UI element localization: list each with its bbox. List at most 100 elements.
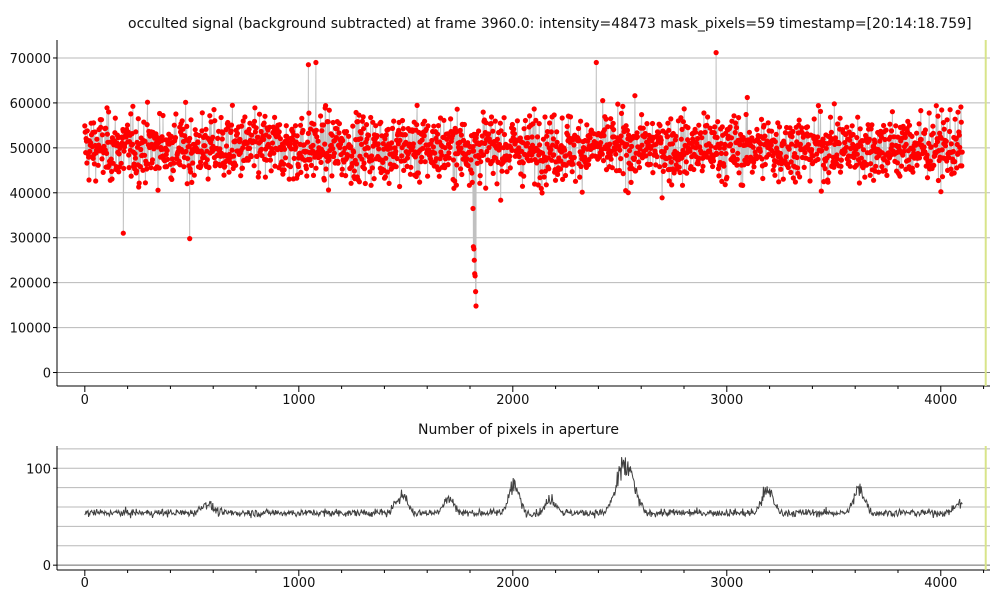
signal-point (663, 145, 669, 151)
signal-point (533, 117, 539, 123)
signal-point (441, 117, 447, 123)
signal-point (168, 133, 174, 139)
signal-point (149, 157, 156, 163)
signal-point (95, 162, 101, 168)
signal-point (343, 129, 350, 135)
signal-point (419, 137, 425, 143)
signal-point (425, 123, 431, 129)
signal-point (828, 129, 835, 135)
signal-point (948, 141, 954, 147)
signal-point (700, 163, 706, 169)
signal-point (172, 135, 179, 141)
signal-point (884, 172, 890, 178)
signal-point (254, 153, 260, 159)
signal-point (389, 140, 395, 146)
signal-point (144, 122, 150, 128)
signal-point (616, 143, 622, 149)
signal-point (736, 115, 742, 121)
signal-point (847, 137, 853, 143)
signal-point (787, 125, 793, 131)
signal-point (782, 130, 789, 136)
signal-point (788, 169, 794, 175)
signal-point (843, 144, 850, 150)
signal-point (807, 178, 813, 184)
signal-point (421, 133, 427, 139)
signal-point (676, 164, 682, 170)
signal-point (277, 122, 283, 128)
signal-point (404, 155, 411, 161)
signal-point (298, 169, 304, 175)
signal-point (366, 132, 372, 138)
signal-point (88, 140, 94, 146)
signal-point (931, 162, 937, 168)
signal-point (846, 159, 852, 165)
signal-point (156, 165, 162, 171)
signal-point (163, 151, 169, 157)
signal-point (914, 162, 920, 168)
signal-point (488, 121, 494, 127)
signal-point (560, 176, 566, 182)
signal-point (778, 166, 784, 172)
y-tick-label: 40000 (10, 187, 51, 202)
signal-point (882, 168, 888, 174)
signal-point (310, 142, 316, 148)
signal-point (772, 172, 778, 178)
signal-point (876, 169, 882, 175)
signal-point (246, 145, 253, 151)
signal-point (834, 156, 840, 162)
signal-point (188, 169, 194, 175)
signal-point (478, 159, 484, 165)
signal-point (670, 166, 676, 172)
signal-point (240, 145, 246, 151)
signal-point (446, 155, 452, 161)
signal-point (644, 121, 650, 127)
signal-point (313, 127, 319, 133)
signal-point (460, 137, 467, 143)
signal-point (636, 164, 643, 171)
signal-point (679, 182, 686, 188)
signal-point (801, 164, 807, 170)
signal-point (333, 134, 339, 141)
signal-point (959, 163, 965, 169)
signal-point (336, 130, 342, 136)
signal-point (728, 135, 735, 141)
signal-point (698, 130, 704, 136)
signal-point (579, 189, 585, 195)
signal-point (757, 148, 763, 154)
signal-point (775, 120, 781, 126)
signal-point (657, 122, 663, 129)
signal-point (369, 153, 375, 159)
signal-point (603, 116, 609, 122)
signal-point (939, 174, 946, 180)
signal-point (365, 145, 371, 151)
signal-point (957, 144, 963, 150)
signal-point (692, 129, 699, 135)
signal-point (758, 116, 765, 122)
signal-point (348, 144, 354, 150)
signal-point (762, 133, 768, 139)
signal-point (905, 118, 911, 124)
signal-point (180, 126, 186, 132)
signal-plot[interactable]: 0 10000 20000 30000 40000 50000 60000 70000 0 100… (10, 40, 990, 408)
signal-point (282, 146, 288, 152)
x-tick-label: 0 (81, 393, 89, 408)
signal-point (205, 176, 211, 182)
signal-point (264, 157, 270, 163)
signal-point (792, 151, 798, 157)
signal-point (181, 164, 187, 170)
signal-point (887, 121, 893, 127)
signal-point (98, 117, 105, 123)
signal-point (557, 166, 564, 172)
signal-point (552, 177, 559, 183)
signal-point (626, 148, 633, 154)
signal-point (442, 165, 448, 171)
signal-point (276, 129, 282, 135)
signal-point (231, 153, 237, 159)
signal-point (418, 159, 424, 165)
signal-point (142, 152, 148, 158)
signal-point (386, 180, 392, 186)
signal-point (271, 150, 277, 156)
signal-point (471, 148, 477, 154)
